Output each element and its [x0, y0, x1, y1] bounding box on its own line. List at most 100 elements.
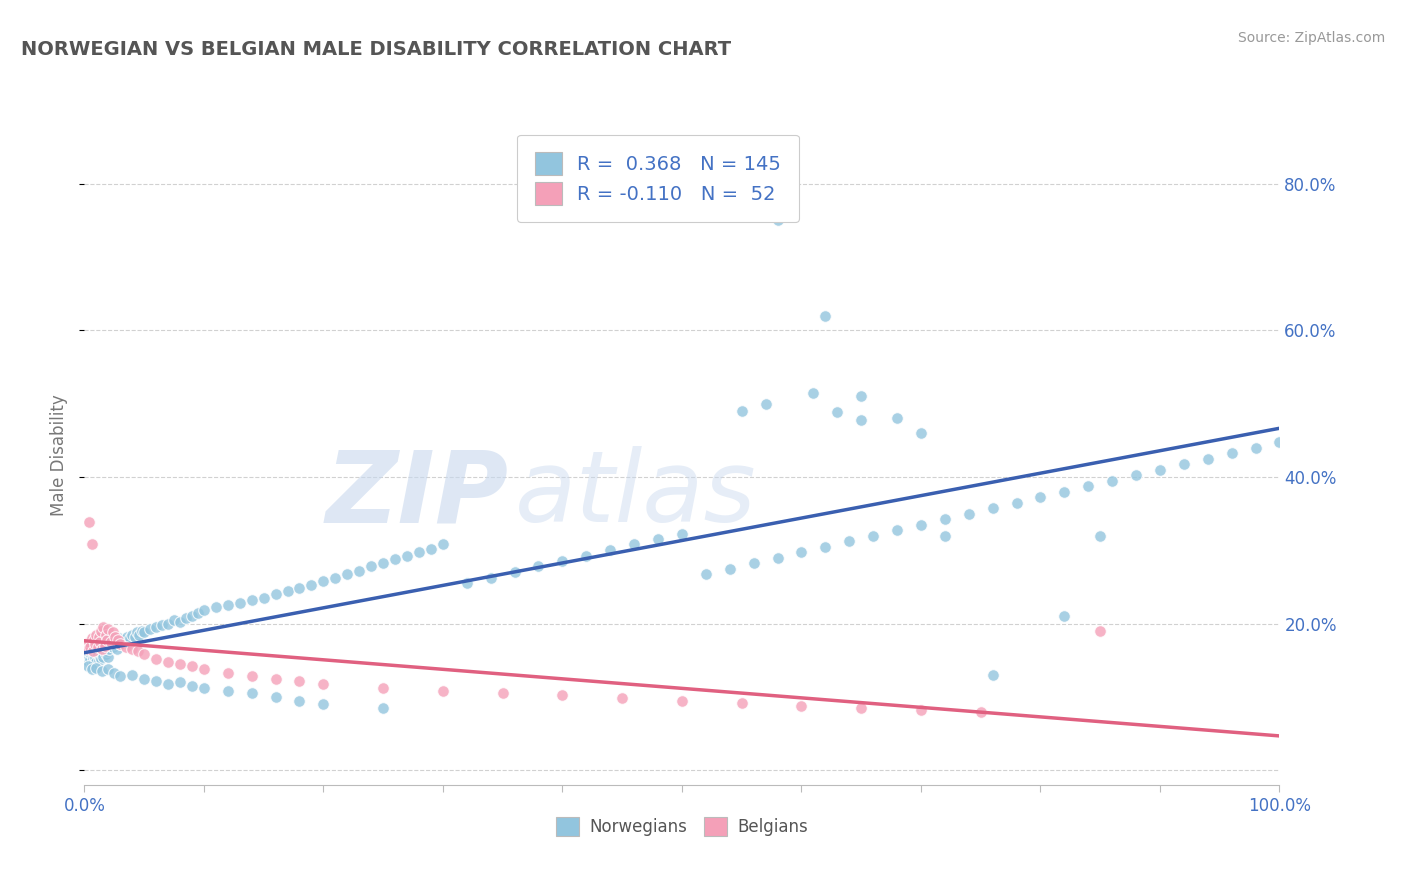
Point	[105, 642, 128, 657]
Point	[87, 640, 110, 654]
Point	[970, 705, 993, 719]
Point	[145, 652, 167, 666]
Point	[277, 583, 299, 598]
Point	[110, 637, 132, 651]
Point	[312, 574, 335, 588]
Legend: Norwegians, Belgians: Norwegians, Belgians	[550, 810, 814, 843]
Point	[671, 693, 693, 707]
Point	[336, 566, 359, 581]
Point	[1220, 446, 1243, 460]
Point	[76, 649, 98, 664]
Point	[910, 425, 932, 440]
Point	[94, 627, 117, 641]
Point	[886, 523, 908, 537]
Point	[108, 632, 131, 646]
Point	[240, 686, 263, 700]
Point	[325, 571, 347, 585]
Point	[93, 644, 115, 658]
Point	[107, 632, 129, 647]
Point	[86, 642, 108, 657]
Point	[150, 618, 173, 632]
Point	[77, 653, 100, 667]
Point	[121, 668, 143, 682]
Point	[83, 632, 105, 647]
Point	[373, 701, 395, 715]
Point	[169, 675, 191, 690]
Point	[527, 559, 550, 574]
Point	[384, 552, 406, 566]
Point	[79, 640, 101, 654]
Point	[86, 640, 108, 654]
Point	[408, 545, 430, 559]
Point	[82, 652, 104, 666]
Point	[169, 615, 191, 629]
Point	[1053, 609, 1076, 624]
Point	[1090, 624, 1112, 638]
Text: NORWEGIAN VS BELGIAN MALE DISABILITY CORRELATION CHART: NORWEGIAN VS BELGIAN MALE DISABILITY COR…	[21, 40, 731, 59]
Point	[90, 624, 112, 638]
Point	[599, 543, 621, 558]
Point	[100, 635, 122, 649]
Point	[157, 655, 180, 669]
Point	[97, 623, 120, 637]
Point	[456, 576, 478, 591]
Point	[1101, 474, 1123, 488]
Point	[121, 642, 143, 657]
Point	[1090, 528, 1112, 542]
Point	[1077, 479, 1099, 493]
Point	[981, 500, 1004, 515]
Point	[132, 648, 156, 662]
Point	[157, 677, 180, 691]
Point	[193, 603, 215, 617]
Point	[80, 648, 103, 662]
Point	[360, 559, 382, 574]
Point	[157, 616, 180, 631]
Point	[288, 582, 311, 596]
Point	[77, 655, 100, 669]
Point	[127, 644, 149, 658]
Point	[84, 637, 107, 651]
Point	[90, 652, 112, 666]
Point	[766, 213, 789, 227]
Point	[84, 639, 107, 653]
Point	[492, 686, 515, 700]
Text: Source: ZipAtlas.com: Source: ZipAtlas.com	[1237, 31, 1385, 45]
Point	[77, 635, 100, 649]
Point	[174, 611, 197, 625]
Point	[98, 642, 121, 657]
Point	[1244, 441, 1267, 455]
Point	[217, 599, 239, 613]
Point	[132, 672, 156, 686]
Point	[169, 657, 191, 671]
Point	[87, 630, 110, 644]
Point	[117, 630, 139, 644]
Point	[934, 512, 956, 526]
Point	[96, 632, 118, 647]
Point	[1197, 451, 1219, 466]
Point	[132, 625, 156, 640]
Point	[301, 578, 323, 592]
Point	[420, 541, 443, 556]
Point	[957, 507, 980, 521]
Point	[145, 673, 167, 688]
Point	[253, 591, 276, 605]
Point	[110, 637, 132, 651]
Point	[93, 649, 115, 664]
Point	[193, 681, 215, 695]
Point	[205, 600, 228, 615]
Point	[1053, 484, 1076, 499]
Point	[93, 632, 115, 646]
Point	[100, 639, 122, 653]
Point	[612, 691, 634, 706]
Point	[396, 549, 419, 563]
Point	[97, 662, 120, 676]
Point	[851, 389, 873, 403]
Point	[264, 587, 287, 601]
Point	[1005, 495, 1028, 509]
Point	[86, 648, 108, 662]
Point	[432, 537, 454, 551]
Text: atlas: atlas	[515, 446, 756, 543]
Point	[89, 635, 111, 649]
Point	[851, 413, 873, 427]
Point	[886, 411, 908, 425]
